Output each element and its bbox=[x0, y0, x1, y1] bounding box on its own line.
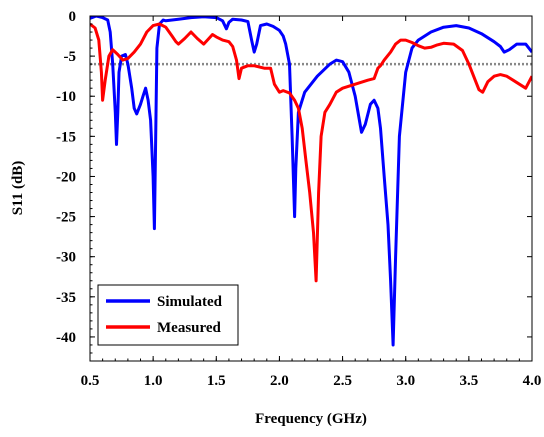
x-axis-title: Frequency (GHz) bbox=[255, 411, 367, 427]
x-tick-label: 4.0 bbox=[523, 373, 542, 389]
x-tick-label: 0.5 bbox=[81, 373, 100, 389]
x-tick-label: 3.0 bbox=[396, 373, 415, 389]
y-axis-title: S11 (dB) bbox=[10, 161, 26, 216]
x-tick-label: 1.0 bbox=[144, 373, 163, 389]
y-tick-label: -25 bbox=[56, 210, 76, 226]
x-tick-label: 2.5 bbox=[333, 373, 352, 389]
plot-frame bbox=[89, 15, 533, 362]
y-tick-label: 0 bbox=[69, 9, 77, 25]
series-layer bbox=[90, 16, 532, 347]
y-axis: 0 -5 -10 -15 -20 -25 -30 -35 -40 bbox=[56, 9, 532, 362]
x-tick-label: 1.5 bbox=[207, 373, 226, 389]
y-tick-label: -40 bbox=[56, 330, 76, 346]
y-tick-label: -5 bbox=[64, 49, 77, 65]
y-tick-label: -15 bbox=[56, 129, 76, 145]
y-tick-label: -30 bbox=[56, 250, 76, 266]
x-tick-label: 3.5 bbox=[459, 373, 478, 389]
x-tick-label: 2.0 bbox=[270, 373, 289, 389]
legend-measured-label: Measured bbox=[157, 320, 222, 336]
legend: Simulated Measured bbox=[97, 284, 239, 346]
legend-simulated-label: Simulated bbox=[157, 294, 223, 310]
y-tick-label: -35 bbox=[56, 290, 76, 306]
series-line-measured bbox=[90, 22, 532, 283]
y-tick-label: -20 bbox=[56, 169, 76, 185]
series-line-simulated bbox=[90, 16, 532, 347]
legend-box bbox=[97, 284, 239, 346]
y-tick-label: -10 bbox=[56, 89, 76, 105]
x-axis: 0.5 1.0 1.5 2.0 2.5 3.0 3.5 4.0 bbox=[81, 16, 542, 389]
